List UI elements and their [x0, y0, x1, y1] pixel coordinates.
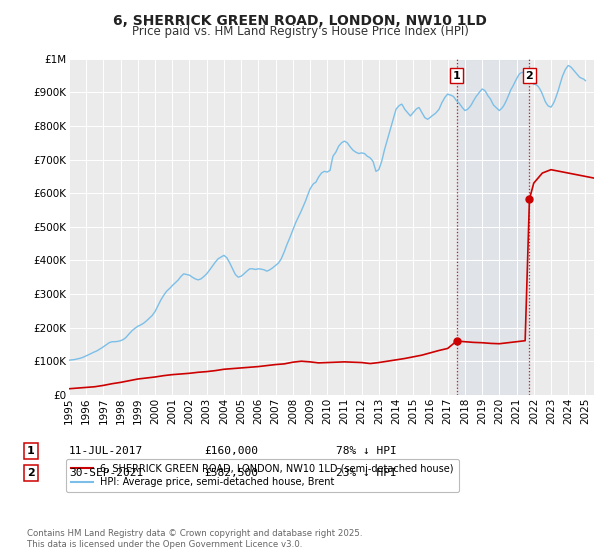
Text: £582,500: £582,500: [204, 468, 258, 478]
Text: 2: 2: [526, 71, 533, 81]
Text: 30-SEP-2021: 30-SEP-2021: [69, 468, 143, 478]
Text: £160,000: £160,000: [204, 446, 258, 456]
Text: 23% ↓ HPI: 23% ↓ HPI: [336, 468, 397, 478]
Bar: [457, 59, 529, 395]
Text: 2: 2: [27, 468, 35, 478]
Text: 11-JUL-2017: 11-JUL-2017: [69, 446, 143, 456]
Text: 6, SHERRICK GREEN ROAD, LONDON, NW10 1LD: 6, SHERRICK GREEN ROAD, LONDON, NW10 1LD: [113, 14, 487, 28]
Text: 1: 1: [27, 446, 35, 456]
Text: 78% ↓ HPI: 78% ↓ HPI: [336, 446, 397, 456]
Legend: 6, SHERRICK GREEN ROAD, LONDON, NW10 1LD (semi-detached house), HPI: Average pri: 6, SHERRICK GREEN ROAD, LONDON, NW10 1LD…: [67, 459, 459, 492]
Text: Contains HM Land Registry data © Crown copyright and database right 2025.
This d: Contains HM Land Registry data © Crown c…: [27, 529, 362, 549]
Text: 1: 1: [453, 71, 461, 81]
Text: Price paid vs. HM Land Registry's House Price Index (HPI): Price paid vs. HM Land Registry's House …: [131, 25, 469, 38]
